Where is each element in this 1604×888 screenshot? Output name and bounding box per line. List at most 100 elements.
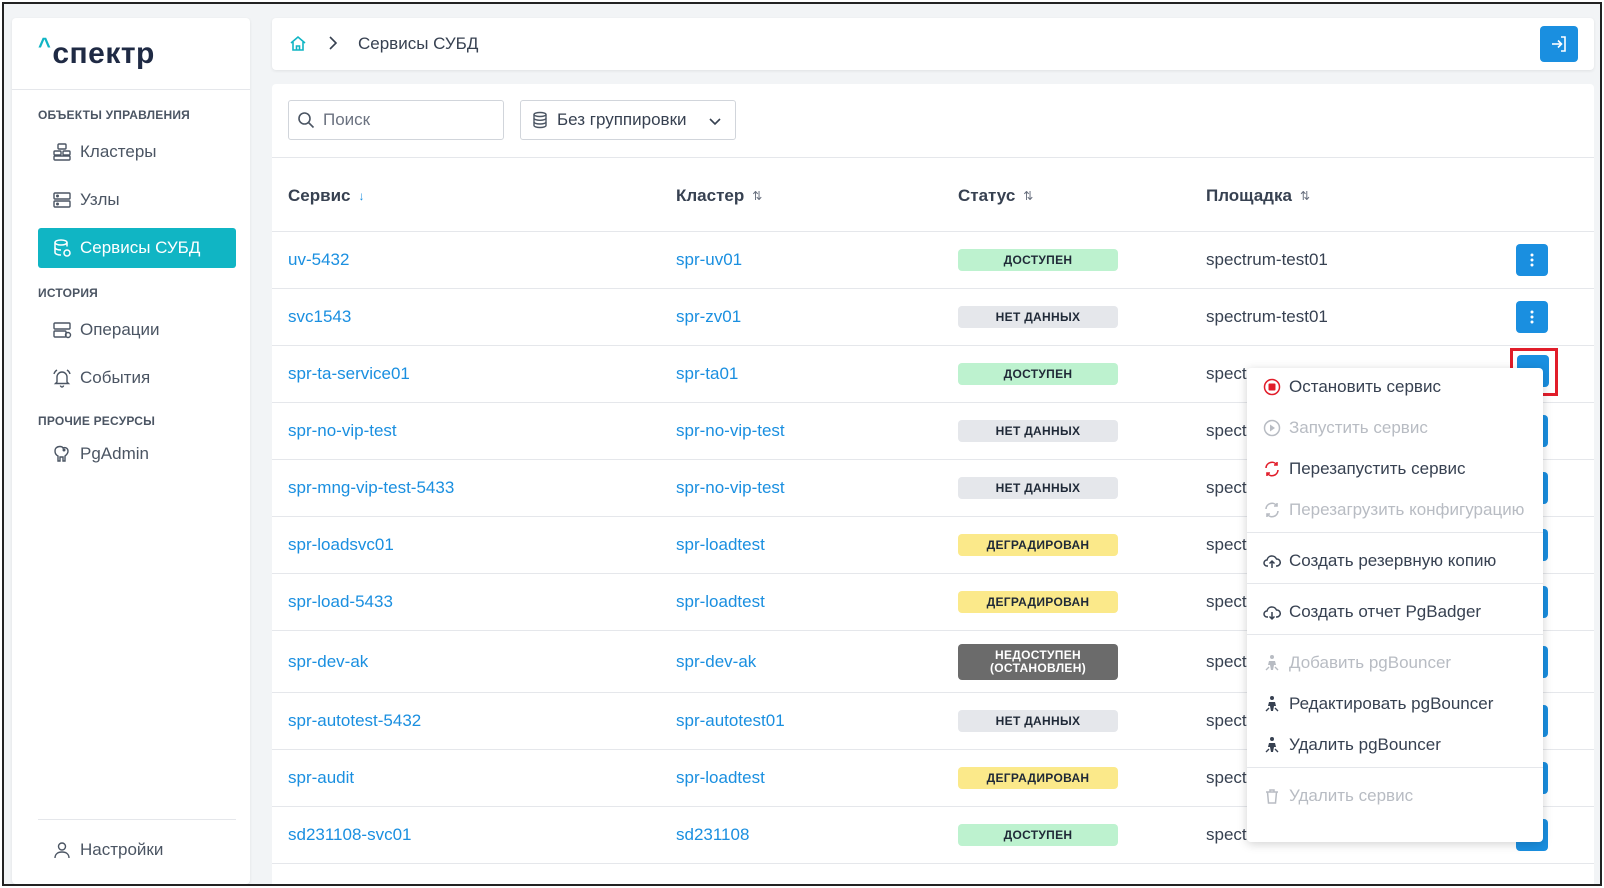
service-link[interactable]: uv-5432 [288,250,350,269]
header-bar: Сервисы СУБД [272,18,1594,70]
sidebar-item-nodes[interactable]: Узлы [38,180,236,220]
service-link[interactable]: spr-mng-vip-test-5433 [288,478,455,497]
sidebar-item-db-services[interactable]: Сервисы СУБД [38,228,236,268]
logout-button[interactable] [1540,26,1578,62]
status-badge: ДОСТУПЕН [958,249,1118,271]
menu-item-label: Удалить pgBouncer [1289,735,1441,754]
sidebar-item-pgadmin[interactable]: PgAdmin [38,434,236,474]
menu-item-cloud-upload-4[interactable]: Создать резервную копию [1247,542,1543,580]
logo[interactable]: ^ спектр [12,18,250,90]
site-cell: spect [1206,421,1247,440]
row-actions-button[interactable] [1516,244,1548,276]
cluster-link[interactable]: spr-loadtest [676,592,765,611]
site-cell: spect [1206,711,1247,730]
cluster-link[interactable]: spr-autotest01 [676,711,785,730]
status-cell: ДЕГРАДИРОВАН [958,591,1118,613]
menu-item-stop-0[interactable]: Остановить сервис [1247,368,1543,406]
menu-item-cloud-download-5[interactable]: Создать отчет PgBadger [1247,593,1543,631]
menu-item-trash-9: Удалить сервис [1247,777,1543,815]
table-row: uv-5432 spr-uv01 ДОСТУПЕН spectrum-test01 [272,232,1594,289]
site-cell: spect [1206,651,1247,671]
column-header-service[interactable]: Сервис ↓ [288,186,364,206]
status-badge: ДЕГРАДИРОВАН [958,591,1118,613]
sidebar-item-label: PgAdmin [80,444,149,463]
play-icon [1263,419,1281,437]
section-title-other: ПРОЧИЕ РЕСУРСЫ [38,414,156,428]
menu-item-play-1: Запустить сервис [1247,409,1543,447]
section-title-history: ИСТОРИЯ [38,286,99,300]
column-header-status[interactable]: Статус ⇅ [958,186,1033,206]
menu-item-bouncer-8[interactable]: Удалить pgBouncer [1247,726,1543,764]
cluster-link[interactable]: spr-zv01 [676,307,742,326]
menu-item-label: Редактировать pgBouncer [1289,694,1494,713]
cluster-link[interactable]: spr-no-vip-test [676,478,785,497]
sidebar-item-label: Сервисы СУБД [80,238,201,257]
menu-item-label: Добавить pgBouncer [1289,653,1452,672]
status-badge: ДОСТУПЕН [958,824,1118,846]
column-label: Статус [958,186,1016,205]
operations-icon [52,320,72,340]
menu-item-restart-2[interactable]: Перезапустить сервис [1247,450,1543,488]
menu-item-label: Удалить сервис [1289,786,1414,805]
settings-section: Настройки [38,819,236,870]
sidebar-item-label: Операции [80,320,160,339]
service-link[interactable]: spr-dev-ak [288,651,369,671]
status-badge: НЕТ ДАННЫХ [958,477,1118,499]
settings-link[interactable]: Настройки [38,830,236,870]
site-cell: spect [1206,364,1247,383]
cluster-link[interactable]: spr-no-vip-test [676,421,785,440]
sort-icon: ⇅ [1023,189,1034,203]
menu-item-bouncer-6: Добавить pgBouncer [1247,644,1543,682]
sidebar-item-operations[interactable]: Операции [38,310,236,350]
cluster-link[interactable]: spr-ta01 [676,364,739,383]
column-header-site[interactable]: Площадка ⇅ [1206,186,1310,206]
sidebar-item-events[interactable]: События [38,358,236,398]
sort-asc-icon: ↓ [358,189,365,203]
service-link[interactable]: sd231108-svc01 [288,825,412,844]
status-badge: НЕТ ДАННЫХ [958,306,1118,328]
grouping-select[interactable]: Без группировки [520,100,736,140]
menu-divider [1247,532,1543,533]
cluster-link[interactable]: spr-loadtest [676,768,765,787]
menu-item-label: Создать резервную копию [1289,551,1497,570]
menu-item-label: Перезапустить сервис [1289,459,1466,478]
logo-caret: ^ [38,32,52,58]
cluster-link[interactable]: spr-loadtest [676,535,765,554]
sort-icon: ⇅ [752,189,763,203]
status-cell: НЕТ ДАННЫХ [958,477,1118,499]
site-cell: spect [1206,592,1247,611]
service-link[interactable]: spr-no-vip-test [288,421,397,440]
sidebar-item-clusters[interactable]: Кластеры [38,132,236,172]
service-link[interactable]: spr-autotest-5432 [288,711,422,730]
service-link[interactable]: spr-load-5433 [288,592,393,611]
home-icon[interactable] [288,34,308,54]
breadcrumb-current: Сервисы СУБД [358,34,479,53]
service-link[interactable]: spr-loadsvc01 [288,535,394,554]
bell-icon [52,368,72,388]
cluster-link[interactable]: sd231108 [676,825,750,844]
cluster-link[interactable]: spr-dev-ak [676,651,757,671]
status-badge: ДОСТУПЕН [958,363,1118,385]
table-row: svc1543 spr-zv01 НЕТ ДАННЫХ spectrum-test01 [272,289,1594,346]
cloud-upload-icon [1263,552,1281,570]
cluster-link[interactable]: spr-uv01 [676,250,743,269]
status-cell: ДЕГРАДИРОВАН [958,767,1118,789]
stop-icon [1263,378,1281,396]
search-input[interactable] [323,110,493,130]
row-actions-button[interactable] [1516,301,1548,333]
status-badge: НЕТ ДАННЫХ [958,420,1118,442]
section-title-management: ОБЪЕКТЫ УПРАВЛЕНИЯ [38,108,190,122]
column-header-cluster[interactable]: Кластер ⇅ [676,186,762,206]
service-link[interactable]: svc1543 [288,307,352,326]
elephant-icon [52,444,72,464]
grouping-value: Без группировки [557,110,687,129]
logout-icon [1549,34,1569,54]
menu-item-bouncer-7[interactable]: Редактировать pgBouncer [1247,685,1543,723]
sort-icon: ⇅ [1299,189,1311,203]
service-link[interactable]: spr-ta-service01 [288,364,410,383]
service-actions-menu: Остановить сервис Запустить сервис Перезап… [1247,368,1543,842]
site-cell: spect [1206,535,1247,554]
more-vertical-icon [1516,301,1548,333]
service-link[interactable]: spr-audit [288,768,355,787]
